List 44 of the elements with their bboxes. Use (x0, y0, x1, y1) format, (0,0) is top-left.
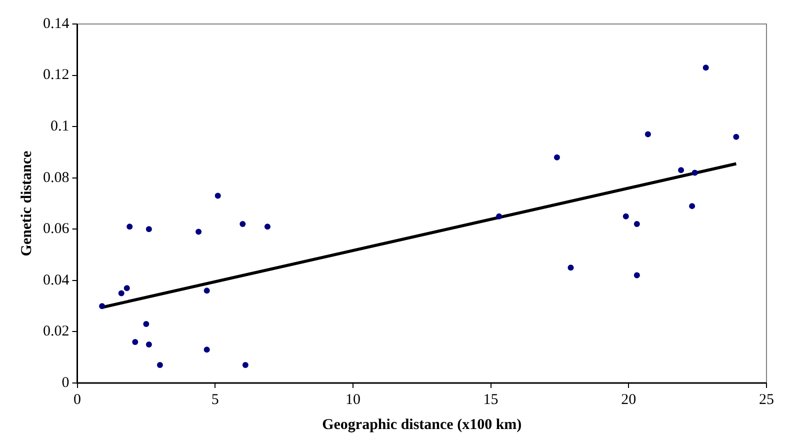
point (644, 131, 651, 138)
point (124, 285, 130, 292)
point (204, 346, 210, 353)
y-tick-label: 0.08 (43, 170, 70, 186)
point (634, 221, 640, 228)
x-axis-title: Geographic distance (x100 km) (322, 416, 522, 433)
point (99, 303, 106, 310)
point (242, 362, 248, 368)
point (196, 228, 202, 235)
y-axis-title: Genetic distance (18, 150, 35, 256)
point (240, 221, 246, 228)
point (733, 134, 740, 140)
y-tick-label: 0.1 (50, 118, 70, 135)
y-tick-label: 0.12 (43, 67, 70, 84)
point (264, 224, 270, 230)
y-tick-label: 0.06 (43, 221, 70, 238)
point (146, 226, 152, 232)
point (554, 154, 560, 160)
y-tick-label: 0.14 (43, 16, 70, 32)
x-tick-label: 0 (74, 392, 81, 408)
point (692, 170, 698, 176)
point (634, 272, 640, 278)
point (204, 288, 210, 294)
point (568, 264, 574, 271)
x-tick-label: 15 (483, 392, 498, 408)
point (143, 321, 150, 328)
point (126, 224, 133, 230)
x-tick-label: 25 (759, 392, 774, 408)
x-tick-label: 20 (621, 392, 636, 408)
point (132, 338, 138, 345)
point (702, 64, 709, 71)
point (622, 213, 629, 220)
x-tick-label: 5 (211, 392, 219, 408)
point (146, 342, 152, 348)
y-tick-label: 0 (62, 374, 70, 391)
point (689, 203, 696, 210)
point (156, 362, 163, 368)
point (678, 167, 684, 174)
y-tick-label: 0.04 (43, 272, 70, 288)
point (118, 290, 124, 296)
point (214, 192, 221, 199)
x-tick-label: 10 (345, 392, 360, 408)
point (496, 213, 502, 220)
y-tick-label: 0.02 (43, 324, 70, 340)
